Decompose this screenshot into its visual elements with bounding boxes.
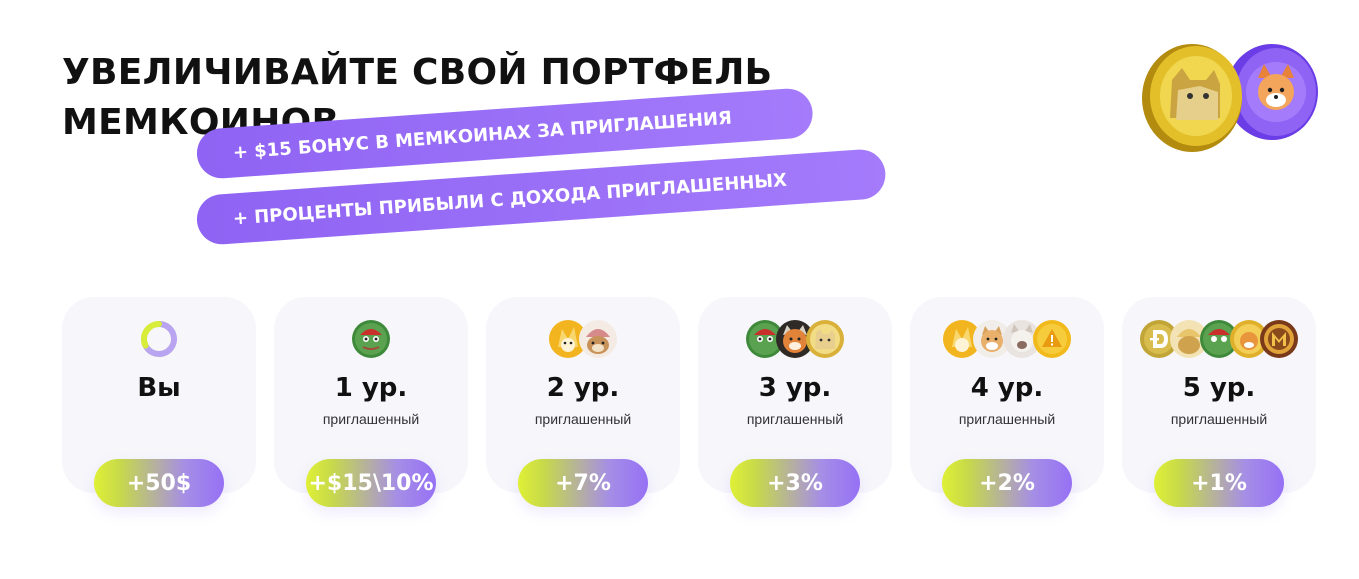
level-sublabel: приглашенный: [958, 411, 1056, 427]
dogecoin-d-icon: [1140, 320, 1178, 358]
dogwifhat-coin-icon: [1170, 320, 1208, 358]
doge-coin-icon: [806, 320, 844, 358]
shiba-coin-icon: [973, 320, 1011, 358]
reward-badge: +3%: [730, 459, 860, 507]
level-label: 3 ур.: [758, 373, 832, 403]
referral-levels: Вы +50$ 1 ур. приглашенный +$15\10%: [62, 297, 1316, 507]
bonk-coin-icon: [549, 320, 587, 358]
reward-badge: +50$: [94, 459, 224, 507]
pepe-coin-icon: [746, 320, 784, 358]
reward-badge: +1%: [1154, 459, 1284, 507]
bonk-coin-icon: [943, 320, 981, 358]
level-card-1: 1 ур. приглашенный +$15\10%: [274, 297, 468, 507]
level-sublabel: приглашенный: [746, 411, 844, 427]
doge-coin-icon: [1142, 44, 1242, 152]
level-label: Вы: [137, 373, 181, 403]
reward-badge: +$15\10%: [306, 459, 436, 507]
level-card-3: 3 ур. приглашенный +3%: [698, 297, 892, 507]
level-label: 2 ур.: [546, 373, 620, 403]
reward-badge: +7%: [518, 459, 648, 507]
level-sublabel: приглашенный: [534, 411, 632, 427]
reward-badge: +2%: [942, 459, 1072, 507]
shiba-coin-icon: [1230, 320, 1268, 358]
level-card-you: Вы +50$: [62, 297, 256, 507]
progress-ring-icon: [141, 321, 177, 357]
level-card-5: 5 ур. приглашенный +1%: [1122, 297, 1316, 507]
hero-coins: [1140, 40, 1320, 155]
floki-coin-icon: [776, 320, 814, 358]
level-card-2: 2 ур. приглашенный +7%: [486, 297, 680, 507]
pepe-coin-icon: [1200, 320, 1238, 358]
shiba-coin-icon: [1226, 44, 1318, 140]
level-sublabel: приглашенный: [1170, 411, 1268, 427]
level-sublabel: приглашенный: [322, 411, 420, 427]
cat-coin-icon: [1003, 320, 1041, 358]
level-label: 1 ур.: [334, 373, 408, 403]
level-label: 4 ур.: [970, 373, 1044, 403]
dogwifhat-coin-icon: [579, 320, 617, 358]
pepe-coin-icon: [352, 320, 390, 358]
warning-coin-icon: [1033, 320, 1071, 358]
title-line-1: УВЕЛИЧИВАЙТЕ СВОЙ ПОРТФЕЛЬ: [62, 52, 773, 93]
memecoin-m-icon: [1260, 320, 1298, 358]
level-label: 5 ур.: [1182, 373, 1256, 403]
level-card-4: 4 ур. приглашенный +2%: [910, 297, 1104, 507]
